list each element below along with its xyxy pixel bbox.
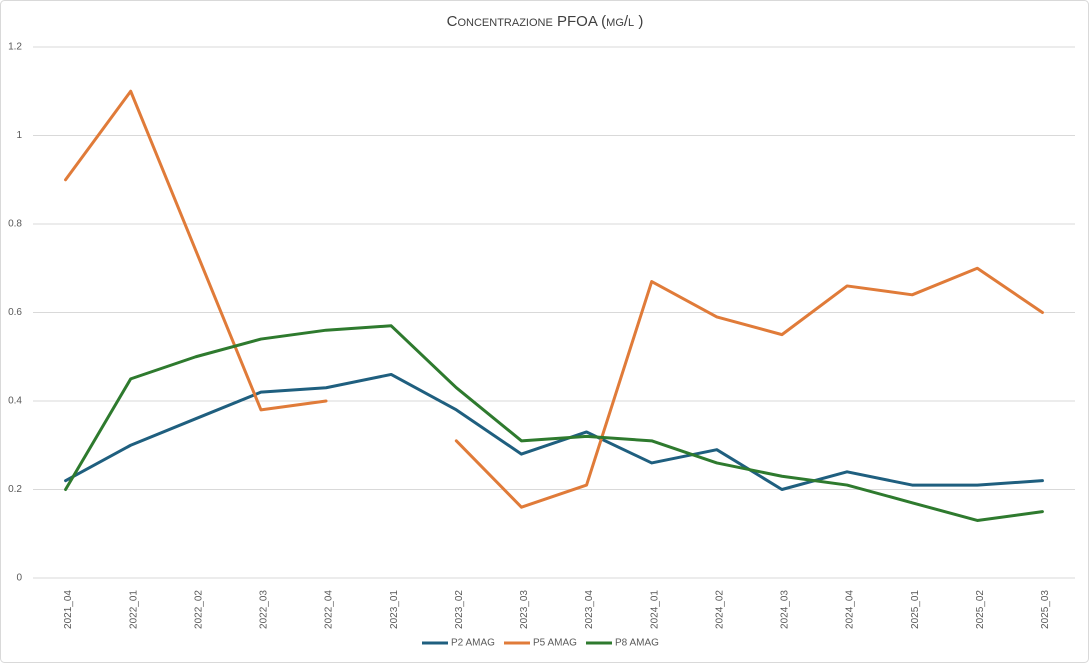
legend-label: P2 AMAG (451, 638, 495, 649)
series-line (64, 372, 1044, 491)
chart-title: Concentrazione PFOA (µg/l ) (447, 13, 644, 30)
grid: 0 0.2 0.4 0.6 0.8 1 1.2 2021_04 2022_01 2022_02 20… (8, 42, 1075, 629)
x-tick-label: 2022_01 (128, 590, 139, 629)
x-tick-label: 2024_01 (649, 590, 660, 629)
x-tick-label: 2021_04 (63, 590, 74, 629)
y-tick-label: 0.8 (8, 219, 22, 230)
x-tick-label: 2025_02 (975, 590, 986, 629)
x-tick-label: 2024_02 (714, 590, 725, 629)
x-tick-label: 2022_04 (324, 590, 335, 629)
y-tick-label: 1 (16, 130, 22, 141)
y-tick-label: 0.6 (8, 307, 22, 318)
x-tick-label: 2022_02 (193, 590, 204, 629)
x-tick-label: 2025_03 (1040, 590, 1051, 629)
y-tick-label: 0.2 (8, 484, 22, 495)
x-tick-label: 2025_01 (910, 590, 921, 629)
x-tick-label: 2023_04 (584, 590, 595, 629)
x-tick-label: 2022_03 (259, 590, 270, 629)
legend-label: P5 AMAG (533, 638, 577, 649)
plot (64, 89, 1044, 522)
y-tick-label: 1.2 (8, 42, 22, 53)
series-line (64, 324, 1044, 522)
series-line (64, 89, 1044, 509)
legend: P2 AMAG P5 AMAG P8 AMAG (422, 638, 659, 649)
y-tick-label: 0.4 (8, 396, 22, 407)
x-tick-label: 2023_02 (454, 590, 465, 629)
x-tick-label: 2024_04 (845, 590, 856, 629)
x-tick-label: 2023_01 (389, 590, 400, 629)
x-tick-label: 2024_03 (780, 590, 791, 629)
x-tick-label: 2023_03 (519, 590, 530, 629)
y-tick-label: 0 (16, 573, 22, 584)
legend-label: P8 AMAG (615, 638, 659, 649)
